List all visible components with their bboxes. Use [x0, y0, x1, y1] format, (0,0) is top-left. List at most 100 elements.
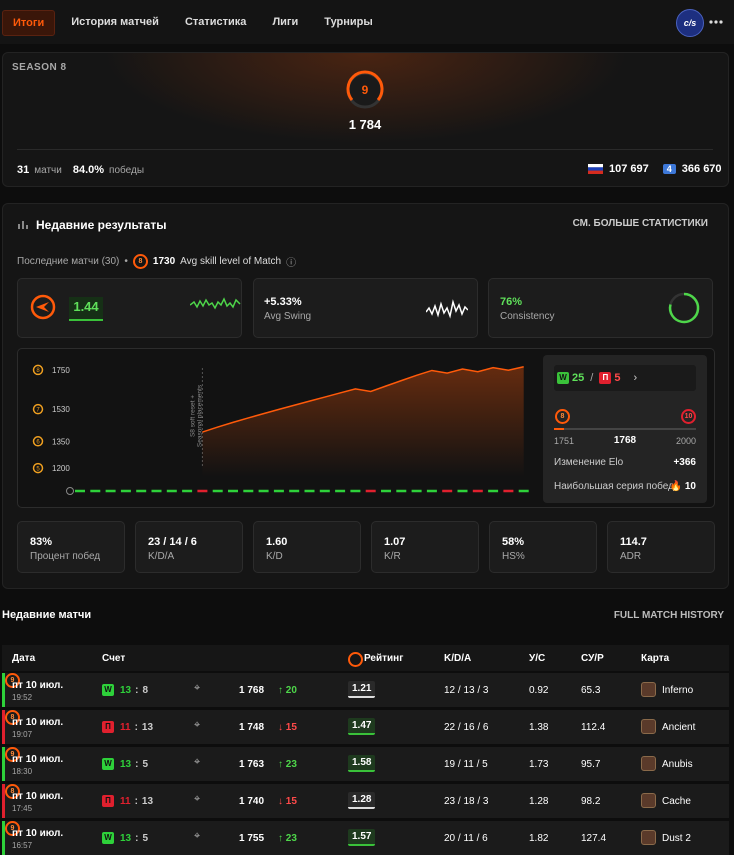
- stat-tile: 114.7 ADR: [607, 521, 715, 573]
- match-row[interactable]: пт 10 июл. 19:07 П 11:13 ⌖ 8 1 748 ↓ 15 1.47 22 /…: [2, 710, 729, 744]
- info-icon: [66, 487, 74, 495]
- match-row[interactable]: пт 10 июл. 17:45 П 11:13 ⌖ 8 1 740 ↓ 15 1.28 23 /…: [2, 784, 729, 818]
- change-value: 20: [285, 685, 297, 696]
- match-kd: 1.28: [529, 796, 549, 807]
- change-value: 15: [285, 722, 297, 733]
- crosshair-icon: ⌖: [194, 793, 201, 805]
- consistency-label: Consistency: [500, 311, 555, 322]
- score-a: 13: [120, 685, 132, 696]
- nav-tab[interactable]: Статистика: [184, 16, 247, 28]
- match-elo: 1 755: [239, 833, 265, 844]
- score-b: 13: [141, 796, 154, 807]
- score-b: 5: [142, 833, 149, 844]
- rating-sparkline: [190, 297, 241, 310]
- score-a: 13: [120, 833, 132, 844]
- match-kda: 12 / 13 / 3: [444, 685, 489, 696]
- score-b: 13: [141, 722, 154, 733]
- match-row[interactable]: пт 10 июл. 18:30 W 13:5 ⌖ 9 1 763 ↑ 23 1.58 19 / …: [2, 747, 729, 781]
- match-elo: 1 768: [239, 685, 265, 696]
- match-kda: 19 / 11 / 5: [444, 759, 488, 770]
- nav-tab[interactable]: История матчей: [71, 16, 159, 28]
- stat-tile: 58% HS%: [489, 521, 597, 573]
- streak-value: 10: [684, 481, 696, 492]
- match-date: пт 10 июл.: [12, 828, 64, 839]
- match-rating: 1.21: [348, 681, 376, 698]
- avatar[interactable]: c/s: [676, 9, 704, 37]
- stat-value: 58%: [502, 536, 525, 548]
- match-adr: 95.7: [581, 759, 601, 770]
- tick-level-icon: [32, 436, 44, 447]
- match-level: 9: [5, 821, 20, 836]
- match-level: 9: [5, 673, 20, 688]
- stat-tile: 1.60 K/D: [253, 521, 361, 573]
- tick-level: 7: [36, 407, 40, 413]
- map-icon: [641, 830, 656, 845]
- score-a: 13: [120, 759, 132, 770]
- column-header: У/С: [529, 653, 546, 664]
- crosshair-icon: ⌖: [194, 682, 201, 694]
- loss-letter: П: [599, 372, 612, 384]
- elo-change-label: Изменение Elo: [554, 457, 624, 468]
- elo-change: ↑ 20: [278, 685, 297, 696]
- match-kd: 1.38: [529, 722, 549, 733]
- column-header: Счет: [102, 653, 126, 664]
- score: 13:5: [120, 833, 148, 844]
- match-kda: 22 / 16 / 6: [444, 722, 489, 733]
- crosshair-icon: ⌖: [194, 719, 201, 731]
- match-row[interactable]: пт 10 июл. 16:57 W 13:5 ⌖ 9 1 755 ↑ 23 1.57 20 / …: [2, 821, 729, 855]
- change-value: 15: [285, 796, 297, 807]
- elo-area: [202, 366, 524, 477]
- match-map: Dust 2: [662, 833, 691, 844]
- match-row[interactable]: пт 10 июл. 19:52 W 13:8 ⌖ 9 1 768 ↑ 20 1.21 12 / …: [2, 673, 729, 707]
- streak-label: Наибольшая серия побед: [554, 481, 674, 492]
- y-tick-label: 1350: [52, 437, 70, 446]
- match-time: 19:07: [12, 730, 33, 739]
- map-icon: [641, 793, 656, 808]
- rating-value: 1.44: [69, 297, 103, 321]
- rating-icon: [348, 652, 363, 667]
- avg-elo: 1730: [152, 256, 176, 267]
- tick-level-icon: [32, 462, 44, 474]
- result-badge: W: [102, 832, 114, 844]
- wl-separator: /: [590, 372, 594, 384]
- tick-level-icon: [32, 403, 44, 415]
- change-value: 23: [285, 759, 297, 770]
- score: 11:13: [120, 722, 153, 733]
- tick-level: 8: [36, 368, 40, 374]
- stat-tile: 1.07 K/R: [371, 521, 479, 573]
- nav-tab[interactable]: Турниры: [324, 16, 373, 28]
- full-history-link[interactable]: FULL MATCH HISTORY: [613, 610, 724, 621]
- match-kda: 23 / 18 / 3: [444, 796, 489, 807]
- match-adr: 112.4: [581, 722, 606, 733]
- more-stats-link[interactable]: СМ. БОЛЬШЕ СТАТИСТИКИ: [572, 218, 708, 229]
- rating-icon: [30, 294, 56, 320]
- nav-tab[interactable]: Лиги: [272, 16, 299, 28]
- match-map: Ancient: [662, 722, 696, 733]
- map-icon: [641, 682, 656, 697]
- match-adr: 127.4: [581, 833, 607, 844]
- match-map: Anubis: [662, 759, 693, 770]
- score: 13:8: [120, 685, 148, 696]
- more-menu[interactable]: [708, 18, 724, 26]
- score-b: 5: [142, 759, 149, 770]
- region-badge: 4: [662, 164, 676, 174]
- level-to: 10: [681, 409, 696, 424]
- elo-max: 2000: [675, 436, 696, 446]
- last-matches: Последние матчи (30): [17, 256, 120, 267]
- nav-tab[interactable]: Итоги: [2, 10, 56, 36]
- match-rating: 1.47: [348, 718, 376, 735]
- winrate-label: победы: [109, 165, 145, 176]
- country-rank: 107 697: [609, 163, 649, 175]
- score-a: 11: [120, 796, 131, 807]
- ranks: 107 697 4 366 670: [588, 163, 722, 175]
- stat-label: K/D/A: [148, 551, 175, 562]
- result-badge: П: [102, 721, 114, 733]
- stat-value: 1.60: [266, 536, 288, 548]
- column-header: СУ/Р: [581, 653, 604, 664]
- consistency-card: [488, 278, 713, 338]
- level-ring: 9: [346, 70, 384, 109]
- elo-change: ↑ 23: [278, 759, 297, 770]
- column-header: Дата: [12, 653, 36, 664]
- streak: 🔥 10: [669, 481, 696, 492]
- score-sep: :: [135, 759, 139, 770]
